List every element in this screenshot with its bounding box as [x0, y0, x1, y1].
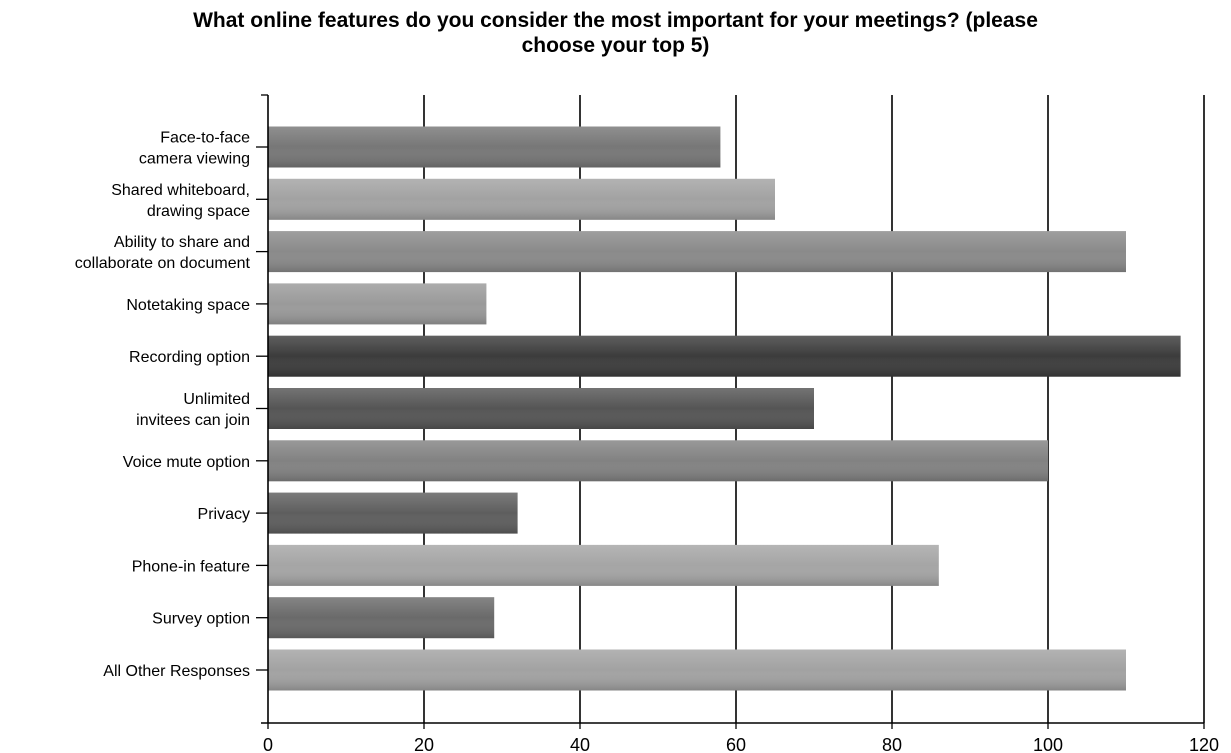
category-label-6-line-2: invitees can join — [136, 412, 250, 429]
category-label-2-line-2: drawing space — [147, 203, 250, 220]
category-label-11-line-1: All Other Responses — [103, 663, 250, 680]
x-tick-label-120: 120 — [1189, 735, 1219, 753]
chart-title: What online features do you consider the… — [0, 8, 1231, 58]
chart-title-line-1: What online features do you consider the… — [193, 9, 1038, 32]
category-label-3-line-1: Ability to share and — [114, 234, 250, 251]
chart-title-line-2: choose your top 5) — [521, 34, 710, 57]
bar-shade-11 — [268, 649, 1126, 691]
bar-shade-8 — [268, 492, 518, 534]
axes — [256, 94, 1205, 729]
x-tick-label-60: 60 — [726, 735, 746, 753]
x-tick-label-40: 40 — [570, 735, 590, 753]
category-label-4-line-1: Notetaking space — [126, 297, 250, 314]
bar-shade-7 — [268, 440, 1048, 482]
bar-shade-3 — [268, 231, 1126, 273]
category-label-8-line-1: Privacy — [198, 506, 250, 523]
bar-shade-10 — [268, 597, 495, 639]
bar-shade-6 — [268, 388, 814, 429]
category-label-5-line-1: Recording option — [129, 349, 250, 366]
bar-shade-1 — [268, 126, 721, 168]
category-label-3-line-2: collaborate on document — [75, 255, 251, 272]
category-label-2-line-1: Shared whiteboard, — [111, 182, 250, 199]
category-label-9-line-1: Phone-in feature — [132, 558, 250, 575]
bar-shade-9 — [268, 544, 939, 586]
x-tick-label-100: 100 — [1033, 735, 1063, 753]
category-label-6-line-1: Unlimited — [183, 391, 250, 408]
bars — [268, 126, 1181, 691]
category-labels: Face-to-face camera viewing Shared whitebo… — [75, 130, 251, 681]
x-tick-labels: 0 20 40 60 80 100 120 — [263, 735, 1219, 753]
x-tick-label-20: 20 — [414, 735, 434, 753]
category-label-1-line-1: Face-to-face — [160, 130, 250, 147]
bar-shade-5 — [268, 335, 1181, 377]
x-tick-label-0: 0 — [263, 735, 273, 753]
category-label-1-line-2: camera viewing — [139, 151, 250, 168]
x-tick-label-80: 80 — [882, 735, 902, 753]
category-label-7-line-1: Voice mute option — [123, 454, 250, 471]
bar-shade-4 — [268, 283, 487, 325]
bar-shade-2 — [268, 178, 775, 220]
category-label-10-line-1: Survey option — [152, 611, 250, 628]
